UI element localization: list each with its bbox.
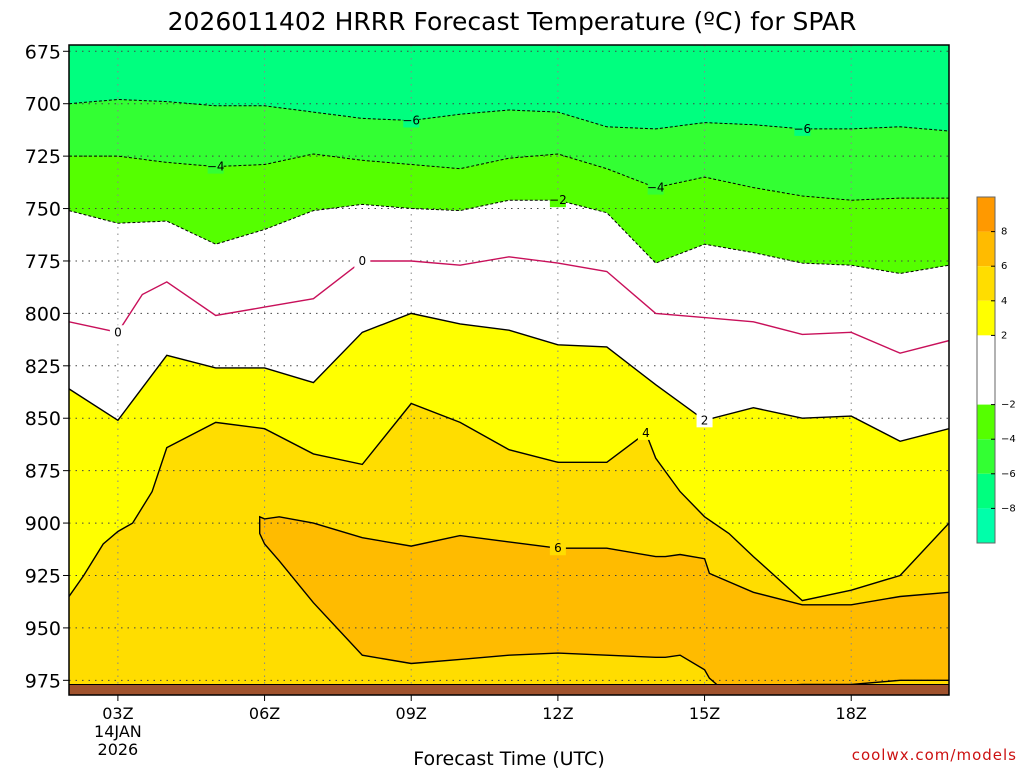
isotherm-label-bg-4-0 [637,425,654,440]
y-tick-label-900: 900 [25,513,61,535]
x-tick-date: 14JAN [94,722,142,741]
isotherm-0 [69,256,949,354]
y-tick-label-975: 975 [25,670,61,692]
colorbar-band--2-to-2 [977,335,995,405]
colorbar-tick-label-2: 4 [1001,296,1007,307]
y-tick-label-675: 675 [25,41,61,63]
x-tick-label-09Z: 09Z [396,704,427,723]
x-tick-label-06Z: 06Z [249,704,280,723]
y-tick-label-875: 875 [25,461,61,483]
isotherm-label-bg--4-1 [647,180,664,195]
chart-title: 2026011402 HRRR Forecast Temperature (ºC… [168,7,857,36]
grid-lines [69,45,949,695]
colorbar-tick-label-3: 2 [1001,330,1007,341]
y-tick-label-925: 925 [25,565,61,587]
y-tick-label-800: 800 [25,303,61,325]
isotherm-label-bg--4-0 [207,159,224,174]
credit-link[interactable]: coolwx.com/models [852,746,1017,764]
isotherm-6-top [259,515,949,606]
x-tick-label-15Z: 15Z [689,704,720,723]
y-axis: 675 700 725 750 775 800 825 850 875 900 925 950 975 [25,41,69,692]
colorbar-band--8-to--6 [977,473,995,509]
y-tick-label-725: 725 [25,146,61,168]
isotherm-label-2-0: 2 [701,413,709,427]
colorbar-band--10-to--8 [977,508,995,543]
isotherm-label-0-1: 0 [359,254,367,268]
colorbar-tick-label-0: 8 [1001,227,1007,238]
isotherm-label--2-0: −2 [549,193,567,207]
band-fill-6 [259,516,949,687]
colorbar-band-6-to-8 [977,231,995,267]
isotherm-label-bg-0-0 [109,325,126,340]
x-tick-label-18Z: 18Z [836,704,867,723]
colorbar-tick-label-4: −2 [1001,400,1016,411]
x-tick-label-12Z: 12Z [542,704,573,723]
isotherm-label-6-0: 6 [554,541,562,555]
y-tick-label-850: 850 [25,408,61,430]
isotherm-label-0-0: 0 [114,325,122,339]
colorbar-tick-label-7: −8 [1001,503,1016,514]
isotherm-labels: −6 −6 −4 −4 −2 0 0 2 4 6 [109,113,811,556]
colorbar-frame [976,196,996,544]
x-tick-year: 2026 [98,740,139,759]
colorbar-band-2-to-4 [977,300,995,336]
isotherm-label-bg-0-1 [354,253,371,268]
colorbar-tick-label-5: −4 [1001,434,1016,445]
x-axis-label: Forecast Time (UTC) [413,748,604,768]
isotherm-4 [69,402,949,602]
ground-fill [69,684,949,695]
plot-frame [68,44,950,696]
isotherm--2 [69,199,949,275]
temperature-fill-bands [69,45,949,695]
isotherm-label-bg--6-1 [794,121,811,136]
y-tick-label-700: 700 [25,94,61,116]
isotherm-label--4-1: −4 [647,181,665,195]
colorbar-band-4-to-6 [977,266,995,301]
isotherm-2 [69,312,949,443]
isotherm-label-bg-2-0 [696,413,713,428]
y-tick-label-750: 750 [25,199,61,221]
isotherm-label-4-0: 4 [642,426,650,440]
isotherm--6 [69,98,949,132]
isotherm-label-bg--2-0 [549,193,566,208]
isotherm-label--4-0: −4 [207,160,225,174]
isotherm-label--6-0: −6 [402,113,420,127]
colorbar-tick-label-1: 6 [1001,261,1007,272]
colorbar-legend: 8 6 4 2 −2 −4 −6 −8 [976,196,1016,544]
isotherm-label-bg--6-0 [403,113,420,128]
y-tick-label-825: 825 [25,356,61,378]
x-tick-label-03Z: 03Z [102,704,133,723]
isotherm-label--6-1: −6 [793,122,811,136]
colorbar-tick-label-6: −6 [1001,469,1016,480]
colorbar-band-8-to-10 [977,197,995,232]
ground-surface [69,684,949,695]
y-tick-label-775: 775 [25,251,61,273]
colorbar-band--4-to--2 [977,404,995,440]
isotherm-label-bg-6-0 [549,541,566,556]
y-tick-label-950: 950 [25,618,61,640]
colorbar-band--6-to--4 [977,439,995,474]
